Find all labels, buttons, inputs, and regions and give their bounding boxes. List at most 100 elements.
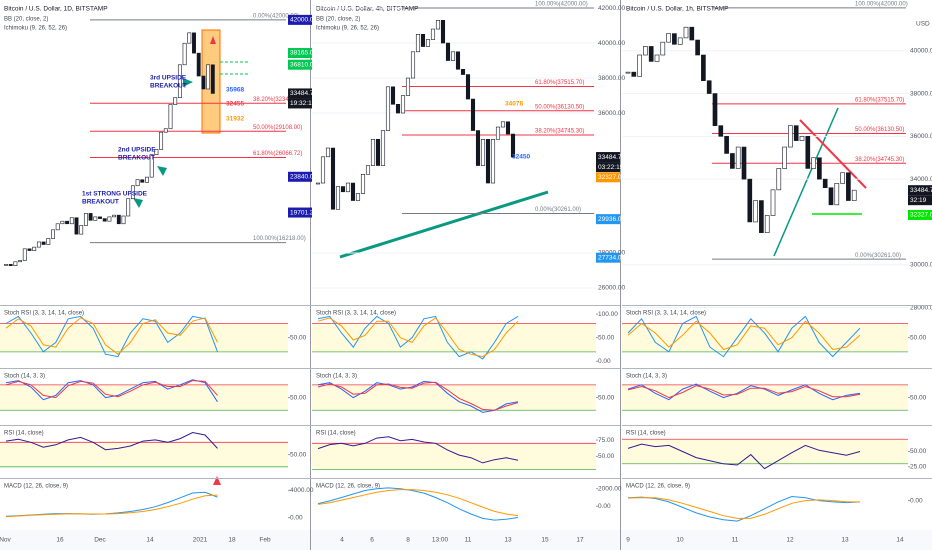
candle — [730, 153, 735, 169]
pane-label: Stoch (14, 3, 3) — [626, 374, 667, 380]
candle — [410, 51, 416, 79]
candle — [330, 147, 336, 210]
price-label-box — [596, 214, 620, 225]
annotation: 32450 — [512, 154, 530, 161]
x-tick-label: 15 — [541, 537, 549, 544]
price-label-box — [908, 185, 932, 196]
candle — [643, 46, 648, 56]
candle — [4, 264, 8, 266]
candle — [470, 98, 476, 131]
y-tick-label: 25.00 — [910, 464, 927, 471]
candle — [51, 229, 55, 239]
candle — [505, 121, 511, 135]
x-tick-label: Dec — [94, 537, 106, 544]
level-band — [0, 442, 288, 467]
candle — [425, 39, 431, 47]
candle — [149, 154, 154, 178]
price-label: 36810.00 — [290, 61, 317, 68]
candle — [666, 33, 671, 43]
pane-label: Stoch RSI (3, 3, 14, 14, close) — [4, 311, 84, 317]
price-label: 32327.00 — [598, 174, 625, 181]
candle — [173, 97, 178, 105]
candle — [455, 51, 461, 70]
candle — [625, 71, 631, 74]
candle — [182, 42, 187, 66]
candle — [834, 183, 840, 206]
indicator-line — [5, 379, 218, 403]
price-label: 33484.77 — [598, 154, 625, 161]
candle — [93, 216, 98, 221]
indicator-line — [627, 443, 861, 470]
indicator-line — [627, 383, 861, 401]
candle — [107, 216, 112, 222]
y-tick-label: 40000.00 — [910, 47, 932, 54]
y-tick-label: 50.00 — [598, 334, 615, 341]
candle — [41, 241, 46, 245]
arrow — [133, 198, 143, 208]
candle — [145, 176, 149, 183]
y-tick-label: 36000.00 — [598, 110, 625, 117]
candle — [485, 138, 491, 184]
price-label-box — [288, 14, 312, 25]
x-tick-label: 2021 — [193, 537, 208, 544]
candle — [712, 93, 718, 126]
y-tick-label: 28000.00 — [910, 304, 932, 311]
price-label-box — [596, 172, 620, 183]
pane-label: RSI (14, close) — [316, 431, 356, 437]
x-tick-label: 13 — [841, 537, 849, 544]
candle — [350, 182, 356, 201]
candle — [405, 77, 411, 96]
fib-label: 100.00%(16218.00) — [253, 236, 306, 242]
price-label-box — [288, 207, 312, 218]
candle — [782, 146, 787, 169]
indicator-line — [627, 320, 861, 351]
candle — [163, 128, 168, 133]
level-band — [0, 384, 288, 411]
candle — [187, 32, 192, 44]
price-label: 33484.77 — [290, 90, 317, 97]
y-tick-label: 40000.00 — [598, 40, 625, 47]
pane-label: MACD (12, 26, close, 9) — [316, 484, 380, 490]
pane-label: MACD (12, 26, close, 9) — [626, 484, 690, 490]
candle — [799, 136, 805, 141]
price-label-box — [288, 171, 312, 182]
candle — [360, 173, 366, 194]
candle — [206, 64, 211, 90]
trend-line — [339, 190, 549, 259]
indicator-line — [317, 380, 519, 413]
candle — [805, 136, 811, 169]
annotation: 32455 — [226, 101, 244, 108]
candle — [385, 86, 391, 131]
indicator-line — [317, 315, 519, 360]
candle — [747, 178, 753, 223]
candle — [315, 182, 321, 185]
price-label: 42000.00 — [290, 17, 317, 24]
candle — [46, 238, 51, 245]
candle — [753, 200, 758, 223]
indicator-line — [5, 431, 218, 451]
candle — [27, 248, 32, 251]
annotation: 3rd UPSIDE — [150, 75, 187, 82]
candle — [683, 26, 689, 39]
chart-title: Bitcoin / U.S. Dollar, 4h, BITSTAMP — [316, 6, 418, 13]
candle — [654, 54, 660, 62]
candle — [60, 220, 65, 225]
candle — [88, 213, 93, 221]
level-band — [312, 443, 596, 470]
candle — [320, 156, 326, 184]
pane-label: RSI (14, close) — [4, 431, 44, 437]
level-band — [622, 323, 908, 352]
candle — [677, 37, 683, 45]
candle — [83, 213, 88, 226]
countdown: 03:22:19 — [598, 164, 624, 171]
y-tick-label: 4000.00 — [290, 487, 314, 494]
candle — [741, 146, 747, 180]
arrow — [183, 78, 193, 87]
candle — [631, 71, 637, 77]
indicator-line — [5, 494, 218, 518]
y-tick-label: 100.00 — [598, 311, 618, 318]
candle — [121, 215, 126, 225]
indicator-line — [627, 315, 861, 358]
fib-label: 100.00%(42000.00) — [855, 1, 908, 7]
